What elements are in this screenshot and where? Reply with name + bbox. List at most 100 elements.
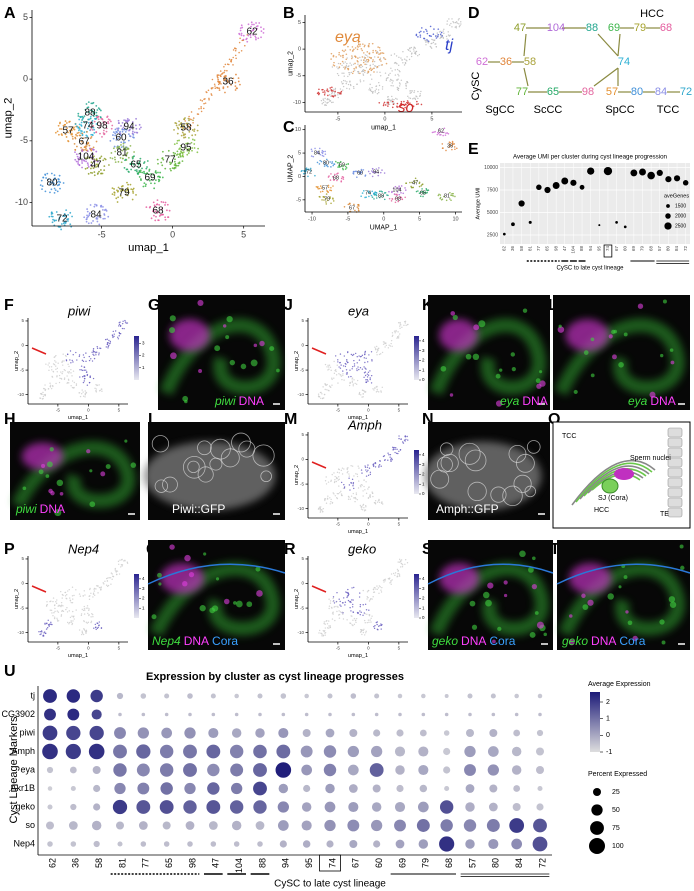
cell-dot xyxy=(371,351,372,352)
expression-dot xyxy=(230,745,243,758)
x-tick-label: 81 xyxy=(527,246,532,252)
cell-dot xyxy=(330,370,331,371)
cell-dot xyxy=(407,439,408,440)
cell-dot xyxy=(88,622,89,623)
cell-dot xyxy=(334,606,335,607)
cell-dot xyxy=(110,577,111,578)
cell-dot xyxy=(378,626,379,627)
cell-dot xyxy=(177,162,179,164)
cell-dot xyxy=(365,375,366,376)
cell-dot xyxy=(348,499,349,500)
cell-dot xyxy=(85,633,86,634)
nucleus xyxy=(276,369,280,373)
cluster-label: 65 xyxy=(420,190,426,196)
cell-dot xyxy=(326,620,327,621)
cell-dot xyxy=(401,80,402,81)
nucleus xyxy=(246,601,252,607)
cell-dot xyxy=(321,509,322,510)
cell-dot xyxy=(375,588,376,589)
cell-dot xyxy=(326,503,327,504)
cell-dot xyxy=(56,618,57,619)
nucleus xyxy=(230,360,235,365)
nucleus xyxy=(591,373,595,377)
cell-dot xyxy=(430,26,432,28)
cell-dot xyxy=(99,347,100,348)
size-legend-label: 2500 xyxy=(675,223,686,229)
cell-dot xyxy=(121,565,122,566)
cell-dot xyxy=(353,68,355,70)
cell-dot xyxy=(96,205,98,207)
cell-dot xyxy=(349,369,350,370)
cell-dot xyxy=(368,590,369,591)
cell-dot xyxy=(107,586,108,587)
cell-dot xyxy=(157,172,159,174)
cell-dot xyxy=(424,38,426,40)
cell-dot xyxy=(341,470,342,471)
nucleus xyxy=(511,352,515,356)
cell-dot xyxy=(347,589,348,590)
cell-dot xyxy=(342,50,344,52)
cell-dot xyxy=(197,130,199,132)
nucleus xyxy=(41,464,45,468)
cell-dot xyxy=(365,54,366,55)
lineage-node: 36 xyxy=(500,56,512,68)
cell-dot xyxy=(382,88,383,89)
expression-dot xyxy=(164,693,169,698)
expression-dot xyxy=(327,693,332,698)
expression-dot xyxy=(374,693,379,698)
color-bar-label: 0 xyxy=(606,732,610,739)
cell-dot xyxy=(450,199,452,201)
expression-dot xyxy=(235,713,239,717)
cell-dot xyxy=(90,222,92,224)
cell-dot xyxy=(365,174,367,176)
cell-dot xyxy=(115,568,116,569)
cell-dot xyxy=(56,376,57,377)
cell-dot xyxy=(392,85,393,86)
cell-dot xyxy=(330,603,331,604)
cell-dot xyxy=(65,209,67,211)
cell-dot xyxy=(337,73,338,74)
cell-dot xyxy=(355,497,356,498)
cell-dot xyxy=(359,65,361,67)
cell-dot xyxy=(74,382,75,383)
cell-dot xyxy=(122,321,123,322)
nucleus xyxy=(226,316,232,322)
expression-dot xyxy=(278,728,288,738)
cell-dot xyxy=(184,136,186,138)
umi-point xyxy=(518,200,524,206)
cell-dot xyxy=(117,130,119,132)
cell-dot xyxy=(111,579,112,580)
cell-dot xyxy=(416,101,418,103)
cell-dot xyxy=(405,559,406,560)
cell-dot xyxy=(366,59,368,61)
caption-part: piwi xyxy=(214,394,236,408)
y-tick-label: 0 xyxy=(23,73,28,83)
cell-dot xyxy=(388,347,389,348)
cell-dot xyxy=(350,601,351,602)
umi-point xyxy=(598,224,600,226)
cell-dot xyxy=(72,611,73,612)
x-tick-label: 5 xyxy=(418,216,421,222)
color-bar-label: 4 xyxy=(422,576,425,581)
cell-dot xyxy=(126,182,128,184)
x-tick-label: 84 xyxy=(674,246,679,252)
cell-dot xyxy=(139,124,141,126)
cell-dot xyxy=(198,113,200,115)
nucleus xyxy=(496,374,501,379)
cell-dot xyxy=(58,125,60,127)
cell-dot xyxy=(434,43,435,44)
cell-dot xyxy=(340,88,341,89)
expression-dot xyxy=(183,745,197,759)
cell-dot xyxy=(102,218,104,220)
expression-dot xyxy=(257,693,262,698)
cell-dot xyxy=(83,354,84,355)
cell-dot xyxy=(363,507,364,508)
cluster-label: 36 xyxy=(222,77,234,88)
cell-dot xyxy=(388,102,390,104)
cell-dot xyxy=(115,569,116,570)
cell-dot xyxy=(355,353,356,354)
cell-dot xyxy=(95,112,97,114)
cell-dot xyxy=(346,361,347,362)
cell-dot xyxy=(345,49,347,51)
cell-dot xyxy=(177,133,179,135)
